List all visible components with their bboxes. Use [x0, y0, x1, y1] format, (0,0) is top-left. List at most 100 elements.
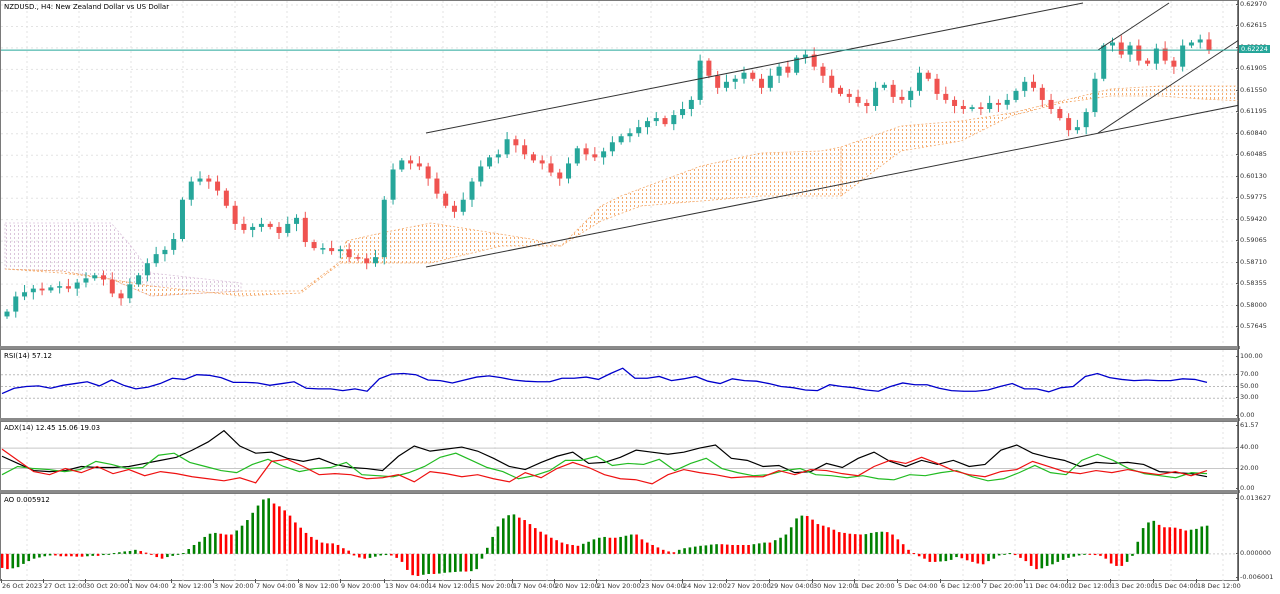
adx-axis[interactable]: 61.57 40.00 20.00 0.00	[1235, 421, 1280, 492]
candle	[1109, 42, 1115, 46]
candle	[925, 72, 931, 79]
y-tick-label: 0.59065	[1236, 236, 1267, 245]
y-tick-label: 0.59775	[1236, 193, 1267, 202]
candle	[1004, 99, 1010, 105]
candle	[899, 96, 905, 100]
candle	[811, 54, 817, 67]
candle	[636, 127, 642, 134]
ichimoku-cloud	[840, 85, 1239, 197]
ao-pane[interactable]: AO 0.005912	[0, 493, 1239, 582]
candle	[662, 118, 668, 125]
candle	[276, 226, 282, 233]
candle	[776, 66, 782, 76]
candle	[1022, 81, 1028, 91]
y-tick-label: 0.60130	[1236, 171, 1267, 180]
candle	[74, 282, 80, 289]
candle	[855, 96, 861, 103]
candle	[13, 296, 19, 312]
candle	[425, 166, 431, 179]
y-tick-label: 0.59420	[1236, 214, 1267, 223]
x-tick-label: 7 Nov 04:00	[255, 579, 296, 590]
candle	[697, 60, 703, 100]
rsi-pane[interactable]: RSI(14) 57.12	[0, 349, 1239, 420]
candle	[960, 105, 966, 110]
candle	[969, 107, 975, 110]
x-tick-label: 3 Nov 20:00	[213, 579, 254, 590]
candle	[1162, 48, 1168, 61]
y-tick-label: 0.000000	[1235, 548, 1272, 557]
x-tick-label: 1 Nov 04:00	[128, 579, 169, 590]
candle	[443, 193, 449, 206]
y-tick-label: 0.00	[1235, 411, 1255, 419]
candle	[1083, 112, 1089, 128]
candle	[829, 75, 835, 88]
x-tick-label: 30 Nov 12:00	[812, 579, 857, 590]
pane-separator[interactable]	[0, 346, 1240, 349]
candlestick-chart[interactable]	[1, 1, 1239, 348]
x-tick-label: 15 Nov 20:00	[470, 579, 515, 590]
candle	[469, 181, 475, 200]
x-tick-label: 21 Nov 20:00	[596, 579, 641, 590]
candle	[583, 148, 589, 155]
x-tick-label: 11 Dec 04:00	[1024, 579, 1069, 590]
y-tick-label: 0.58355	[1236, 279, 1267, 288]
candle	[601, 151, 607, 158]
candle	[250, 226, 256, 230]
candle	[1171, 60, 1177, 67]
x-tick-label: 9 Nov 20:00	[340, 579, 381, 590]
y-tick-label: 0.57645	[1236, 322, 1267, 330]
ao-axis[interactable]: 0.013627 0.000000 -0.006001	[1235, 493, 1280, 581]
candle	[329, 248, 335, 252]
candle	[320, 248, 326, 250]
candle	[943, 93, 949, 100]
x-tick-label: 17 Nov 04:00	[512, 579, 557, 590]
candle	[127, 284, 133, 299]
candle	[1118, 42, 1124, 55]
y-tick-label: 0.61905	[1236, 64, 1267, 73]
candle	[627, 133, 633, 137]
x-tick-label: 7 Dec 20:00	[982, 579, 1023, 590]
wedge-lower-trendline	[1097, 39, 1239, 134]
price-pane[interactable]: NZDUSD., H4: New Zealand Dollar vs US Do…	[0, 0, 1239, 348]
candle	[399, 160, 405, 170]
candle	[39, 288, 45, 291]
candle	[987, 102, 993, 110]
candle	[539, 160, 545, 164]
x-tick-label: 20 Nov 12:00	[554, 579, 599, 590]
pane-separator[interactable]	[0, 490, 1240, 493]
adx-pane[interactable]: ADX(14) 12.45 15.06 19.03	[0, 421, 1239, 492]
time-axis[interactable]: 26 Oct 2023 27 Oct 12:00 30 Oct 20:00 1 Nov…	[0, 579, 1280, 594]
candle	[890, 84, 896, 97]
candle	[197, 178, 203, 182]
candle	[311, 242, 317, 249]
candle	[741, 72, 747, 79]
candle	[513, 139, 519, 146]
adx-line-chart	[1, 422, 1239, 492]
candle	[671, 115, 677, 125]
candle	[408, 160, 414, 164]
wedge-upper-trendline	[1097, 2, 1170, 51]
candle	[1145, 60, 1151, 64]
x-tick-label: 6 Dec 12:00	[940, 579, 981, 590]
candle	[644, 121, 650, 128]
x-tick-label: 18 Dec 12:00	[1196, 579, 1241, 590]
candle	[530, 154, 536, 161]
y-tick-label: 0.61195	[1236, 107, 1267, 116]
candle	[22, 292, 28, 297]
pane-separator[interactable]	[0, 418, 1240, 421]
candle	[1136, 45, 1142, 61]
candle	[1153, 48, 1159, 64]
candle	[416, 163, 422, 167]
y-tick-label: 0.58710	[1236, 257, 1267, 266]
candle	[592, 154, 598, 158]
y-tick-label: 40.00	[1236, 443, 1259, 452]
rsi-axis[interactable]: 100.00 70.00 50.00 30.00 0.00	[1235, 349, 1280, 419]
candle	[92, 275, 98, 279]
candle	[908, 90, 914, 100]
candle	[302, 217, 308, 243]
ao-label: AO 0.005912	[4, 496, 50, 504]
price-axis[interactable]: 0.629700.626150.622600.619050.615500.611…	[1236, 0, 1280, 347]
candle	[285, 223, 291, 233]
y-tick-label: -0.006001	[1235, 573, 1274, 581]
y-tick-label: 20.00	[1236, 463, 1259, 472]
